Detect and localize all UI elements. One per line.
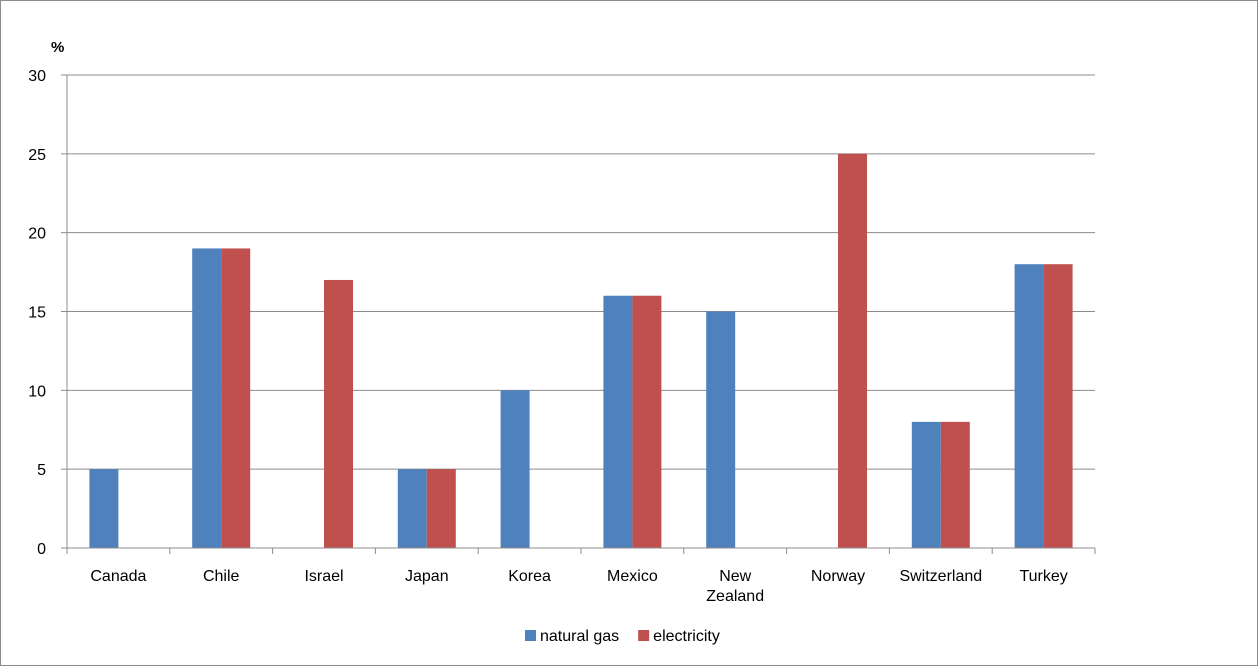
category-label: Mexico	[607, 568, 658, 585]
category-labels: Canada Chile Israel Japan Korea Mexico New Zeal…	[90, 568, 1067, 605]
legend-label: electricity	[653, 628, 720, 645]
y-tick-label: 15	[28, 305, 46, 322]
category-label: Chile	[203, 568, 240, 585]
bar-electricity	[221, 248, 251, 548]
y-tick-labels: 0 5 10 15 20 25 30	[28, 68, 46, 558]
legend-label: natural gas	[540, 628, 619, 645]
legend-swatch	[638, 630, 650, 641]
bar-natural-gas	[192, 248, 222, 548]
bar-natural-gas	[1014, 264, 1044, 548]
legend-swatch	[525, 630, 536, 641]
bar-electricity	[632, 295, 662, 548]
category-label: Switzerland	[899, 568, 982, 585]
y-tick-label: 25	[28, 147, 46, 164]
category-label: Turkey	[1019, 568, 1067, 585]
category-label: Israel	[304, 568, 343, 585]
bar-natural-gas	[89, 469, 119, 548]
y-unit-label: %	[51, 39, 64, 56]
bar-electricity	[426, 469, 456, 548]
y-tick-label: 5	[37, 462, 46, 479]
y-tick-label: 20	[28, 226, 46, 243]
y-tick-label: 10	[28, 383, 46, 400]
bar-electricity	[1043, 264, 1073, 548]
category-label: Korea	[508, 568, 551, 585]
bar-natural-gas	[603, 295, 633, 548]
bar-natural-gas	[500, 390, 530, 548]
bar-electricity	[940, 421, 970, 548]
bar-electricity	[324, 279, 353, 548]
y-tick-label: 0	[37, 541, 46, 558]
category-label: New Zealand	[706, 568, 764, 605]
bar-natural-gas	[397, 469, 427, 548]
category-label: Canada	[90, 568, 146, 585]
bars	[89, 153, 1073, 549]
legend: natural gas electricity	[525, 628, 720, 645]
axes	[61, 74, 1096, 554]
y-tick-label: 30	[28, 68, 46, 85]
category-label: Norway	[811, 568, 865, 585]
category-label: Japan	[405, 568, 449, 585]
bar-electricity	[838, 153, 867, 549]
bar-natural-gas	[706, 311, 736, 548]
bar-natural-gas	[911, 421, 941, 548]
